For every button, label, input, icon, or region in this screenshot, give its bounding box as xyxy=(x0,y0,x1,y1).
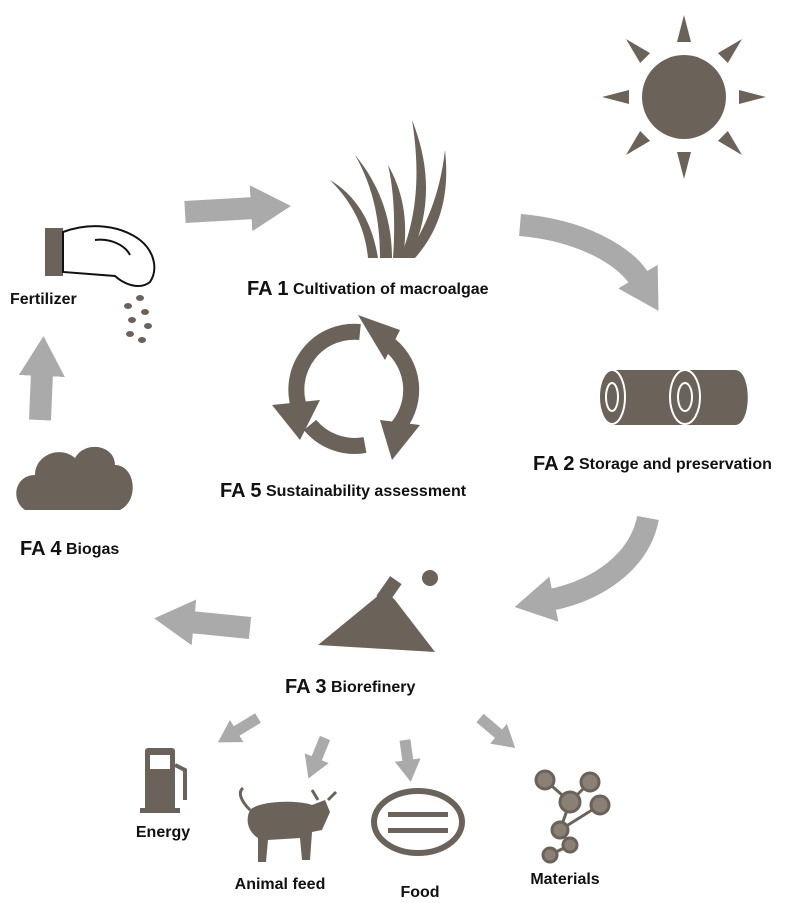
biorefinery-icon xyxy=(318,570,438,652)
stage-label: FA 3 Biorefinery xyxy=(285,676,416,698)
cycle-arrows xyxy=(18,185,659,646)
recycle-icon xyxy=(288,323,420,454)
sun-icon xyxy=(602,15,766,179)
product-arrows xyxy=(217,713,516,782)
product-label: Food xyxy=(400,884,439,901)
recycle-heads xyxy=(272,315,420,460)
animal-feed-icon xyxy=(238,786,338,862)
fertilizer-label: Fertilizer xyxy=(10,291,77,308)
product-label: Materials xyxy=(530,871,599,888)
stage-label: FA 1 Cultivation of macroalgae xyxy=(247,278,489,300)
macroalgae-icon xyxy=(330,120,447,258)
biogas-icon xyxy=(16,446,133,510)
stage-label: FA 2 Storage and preservation xyxy=(533,453,772,475)
fertilizer-icon xyxy=(45,225,156,343)
materials-icon xyxy=(534,769,611,864)
stage-label: FA 5 Sustainability assessment xyxy=(220,480,467,502)
energy-icon xyxy=(140,748,187,813)
product-label: Animal feed xyxy=(235,876,326,893)
food-icon xyxy=(371,788,465,856)
stage-label: FA 4 Biogas xyxy=(20,538,119,560)
product-label: Energy xyxy=(136,824,190,841)
storage-icon xyxy=(598,369,748,425)
